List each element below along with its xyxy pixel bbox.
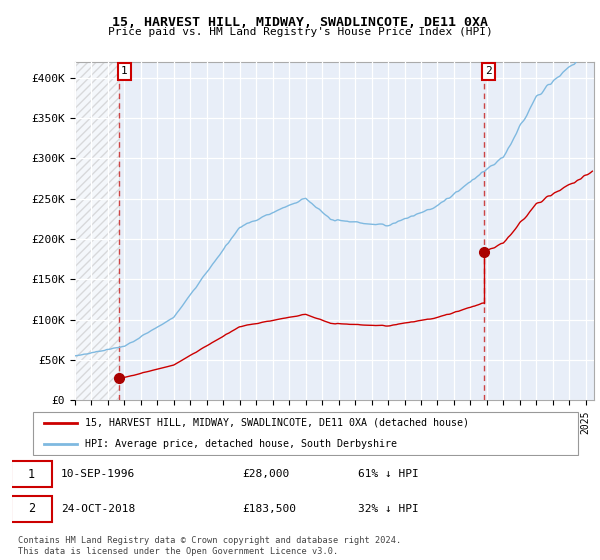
Text: 1: 1 — [121, 66, 128, 76]
Text: 15, HARVEST HILL, MIDWAY, SWADLINCOTE, DE11 0XA (detached house): 15, HARVEST HILL, MIDWAY, SWADLINCOTE, D… — [85, 418, 469, 428]
Text: £28,000: £28,000 — [242, 469, 290, 479]
Text: Price paid vs. HM Land Registry's House Price Index (HPI): Price paid vs. HM Land Registry's House … — [107, 27, 493, 37]
Text: 61% ↓ HPI: 61% ↓ HPI — [358, 469, 418, 479]
Text: 24-OCT-2018: 24-OCT-2018 — [61, 504, 135, 514]
Bar — [75, 62, 119, 400]
Text: Contains HM Land Registry data © Crown copyright and database right 2024.
This d: Contains HM Land Registry data © Crown c… — [18, 536, 401, 556]
Text: 2: 2 — [485, 66, 492, 76]
Text: 2: 2 — [28, 502, 35, 515]
FancyBboxPatch shape — [33, 412, 578, 455]
Text: £183,500: £183,500 — [242, 504, 296, 514]
Text: HPI: Average price, detached house, South Derbyshire: HPI: Average price, detached house, Sout… — [85, 439, 397, 449]
Text: 15, HARVEST HILL, MIDWAY, SWADLINCOTE, DE11 0XA: 15, HARVEST HILL, MIDWAY, SWADLINCOTE, D… — [112, 16, 488, 29]
FancyBboxPatch shape — [11, 496, 52, 522]
FancyBboxPatch shape — [11, 461, 52, 487]
Text: 1: 1 — [28, 468, 35, 480]
Text: 10-SEP-1996: 10-SEP-1996 — [61, 469, 135, 479]
Text: 32% ↓ HPI: 32% ↓ HPI — [358, 504, 418, 514]
